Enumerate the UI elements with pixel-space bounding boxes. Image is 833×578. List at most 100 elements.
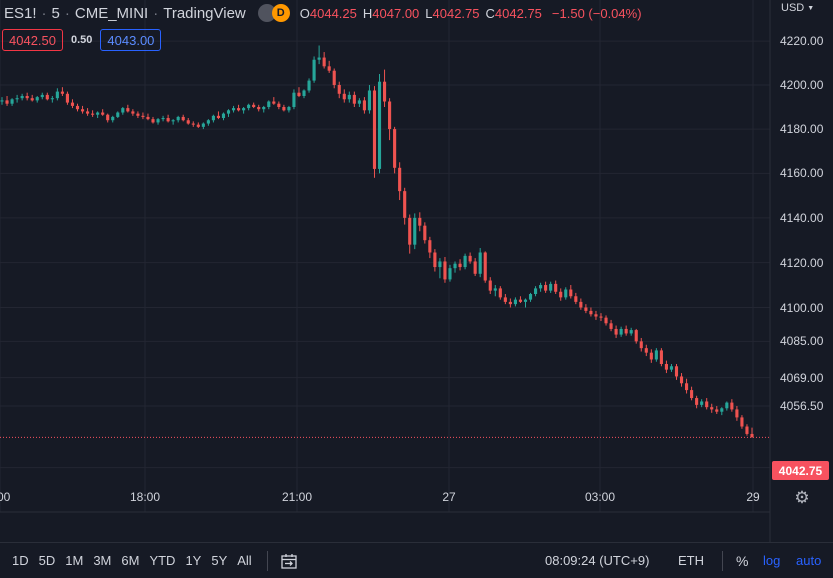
session-toggle[interactable]: ETH [678,553,704,568]
candle [508,298,512,308]
candle-body-up [307,80,311,91]
chevron-down-icon[interactable]: ▼ [807,4,815,12]
symbol-name[interactable]: ES1! [4,4,37,22]
candle [211,114,215,123]
currency-selector[interactable]: USD ▼ [781,2,814,14]
range-1d[interactable]: 1D [12,553,29,568]
candle-body-up [247,104,251,109]
candle [121,107,125,115]
candle-body-up [533,288,538,295]
candle [574,292,578,305]
sell-button[interactable]: 4042.50 [2,29,63,51]
range-all[interactable]: All [237,553,252,568]
candle-body-down [166,118,170,122]
candle [594,310,598,320]
candle-body-down [730,402,734,410]
clock[interactable]: 08:09:24 (UTC+9) [545,553,650,568]
candle [685,378,689,394]
candle [141,112,145,120]
spread-value: 0.50 [71,34,93,46]
candle [15,94,19,103]
candle [408,214,412,254]
candle-body-down [75,105,80,110]
candle [679,373,684,387]
range-1m[interactable]: 1M [65,553,84,568]
candle-body-down [5,100,9,104]
candle-body-down [579,301,583,308]
range-6m[interactable]: 6M [121,553,140,568]
range-5d[interactable]: 5D [38,553,56,568]
candle-body-down [604,317,608,324]
chart-canvas[interactable] [0,0,833,542]
candle-body-down [65,93,69,103]
candle-body-down [388,101,392,130]
candle-body-down [151,119,155,123]
range-5y[interactable]: 5Y [211,553,228,568]
candle [50,95,54,103]
candle [342,89,346,103]
candle [513,297,517,307]
candle [231,105,236,113]
calendar-arrow-icon[interactable] [280,552,298,570]
candle [377,74,382,174]
candle-body-down [136,113,140,116]
candle [322,52,326,69]
candle [35,95,39,103]
gear-icon[interactable]: ⚙ [794,488,810,507]
candle-body-down [282,107,286,111]
candle-body-up [312,59,316,81]
candle [111,115,115,123]
candle [96,111,100,119]
auto-toggle[interactable]: auto [796,553,822,568]
range-1y[interactable]: 1Y [185,553,202,568]
candle [161,115,165,122]
last-price-label: 4042.75 [772,461,829,480]
range-ytd[interactable]: YTD [149,553,176,568]
candle-body-up [317,57,321,60]
candle [302,89,306,99]
percent-toggle[interactable]: % [736,552,749,569]
candle-body-down [25,95,29,99]
grid-lines [0,0,770,512]
candle [725,401,729,411]
candle-body-up [231,108,236,111]
candle [700,399,704,408]
candle-body-down [352,94,356,104]
candle-body-up [377,81,382,169]
close-label: C [485,5,495,21]
interval-label[interactable]: 5 [51,4,60,22]
candle [267,100,271,110]
currency-label[interactable]: USD [781,2,805,14]
candle [282,104,286,112]
candle [10,98,14,106]
log-toggle[interactable]: log [763,553,781,568]
candle-body-down [272,101,276,104]
buy-button[interactable]: 4043.00 [100,29,162,51]
candle-body-down [745,426,749,434]
candle-body-down [146,116,150,120]
candle-body-down [715,409,719,412]
candle-body-down [468,255,472,262]
separator: · [64,4,70,22]
candle-body-up [463,255,467,268]
candle-body-up [725,402,729,409]
candle-body-down [106,114,110,121]
candle [730,399,734,412]
candle-body-up [367,90,372,111]
exchange-label[interactable]: CME_MINI [74,4,149,22]
candle [272,97,276,105]
market-status-icon[interactable]: · [257,4,276,22]
candle-body-up [226,110,231,114]
candle [423,222,427,244]
candle [705,398,709,410]
exchange-badges[interactable]: · D [257,4,290,22]
source-label[interactable]: TradingView [163,4,246,22]
candle [70,99,75,109]
range-3m[interactable]: 3M [93,553,112,568]
candle [438,258,442,279]
candle-body-up [700,401,704,405]
candle [166,114,170,123]
candle [413,213,417,250]
delayed-data-icon[interactable]: D [271,4,290,22]
